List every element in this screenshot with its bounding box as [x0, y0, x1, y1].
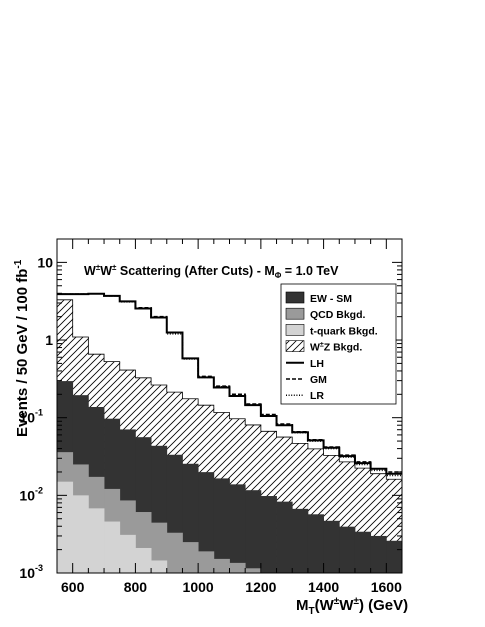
bar-t-quark-bkgd-6 [151, 560, 168, 573]
x-axis-title: MT(W±W±) (GeV) [296, 596, 408, 617]
bar-qcd-bkgd-9 [198, 551, 215, 573]
x-tick-label-1000: 1000 [183, 579, 214, 595]
x-tick-label-800: 800 [124, 579, 148, 595]
legend-label-gm: GM [310, 374, 327, 386]
legend-label-lr: LR [310, 390, 324, 402]
legend-swatch-ew-sm [285, 291, 305, 304]
bar-qcd-bkgd-8 [182, 542, 199, 573]
bar-ew-sm-21 [386, 540, 402, 573]
bar-ew-sm-11 [229, 484, 246, 573]
bar-ew-sm-13 [260, 496, 277, 573]
signal-lines [57, 292, 402, 477]
x-tick-label-1600: 1600 [371, 579, 402, 595]
bar-t-quark-bkgd-3 [104, 521, 121, 573]
legend-label-lh: LH [310, 358, 324, 370]
bar-qcd-bkgd-10 [213, 558, 230, 573]
bar-qcd-bkgd-7 [166, 532, 183, 573]
bar-qcd-bkgd-11 [229, 562, 246, 573]
bar-ew-sm-19 [354, 531, 372, 573]
x-tick-label-600: 600 [61, 579, 85, 595]
bar-qcd-bkgd-12 [245, 568, 262, 573]
legend-swatch-qcd-bkgd [285, 307, 305, 320]
y-tick-label: 10 [37, 254, 53, 270]
bar-ew-sm-14 [276, 501, 293, 573]
bar-ew-sm-15 [292, 508, 309, 573]
legend-label-w-z-bkgd: W±Z Bkgd. [310, 342, 362, 354]
x-tick-label-1200: 1200 [245, 579, 276, 595]
bar-t-quark-bkgd-5 [135, 547, 152, 573]
bar-ew-sm-20 [370, 535, 387, 573]
bar-ew-sm-18 [339, 526, 356, 573]
bar-t-quark-bkgd-2 [88, 508, 105, 573]
bar-t-quark-bkgd-0 [57, 481, 74, 573]
y-axis-title: Events / 50 GeV / 100 fb-1 [13, 259, 31, 437]
plot-title: W±W± Scattering (After Cuts) - MΦ = 1.0 … [84, 263, 339, 280]
y-tick-label: 1 [45, 332, 53, 348]
outline-w-z-bkgd [57, 299, 402, 480]
legend-label-ew-sm: EW - SM [310, 293, 352, 305]
bar-ew-sm-17 [323, 520, 340, 573]
bar-t-quark-bkgd-4 [119, 534, 136, 573]
y-tick-label: 10-2 [19, 485, 43, 503]
legend-label-t-quark-bkgd: t-quark Bkgd. [310, 325, 378, 337]
bar-ew-sm-10 [213, 478, 230, 573]
bar-ew-sm-9 [198, 472, 215, 573]
bar-qcd-bkgd-6 [151, 522, 168, 573]
axes: 600 800 1000 1200 1400 1600 10-3 10-2 10-1 1 10 [19, 238, 403, 595]
legend-swatch-t-quark-bkgd [285, 324, 305, 336]
y-tick-label: 10-3 [19, 563, 43, 581]
legend-label-qcd-bkgd: QCD Bkgd. [310, 309, 366, 321]
bar-ew-sm-16 [307, 514, 324, 573]
stacked-histograms [57, 299, 402, 573]
legend-swatch-w-z-bkgd [285, 340, 305, 352]
bar-t-quark-bkgd-1 [72, 495, 89, 573]
y-tick-label: 10-1 [19, 408, 43, 426]
bar-ew-sm-12 [245, 490, 262, 573]
x-tick-label-1400: 1400 [308, 579, 339, 595]
legend: EW - SM QCD Bkgd. t-quark Bkgd. W±Z Bkgd. LH… [280, 283, 397, 405]
